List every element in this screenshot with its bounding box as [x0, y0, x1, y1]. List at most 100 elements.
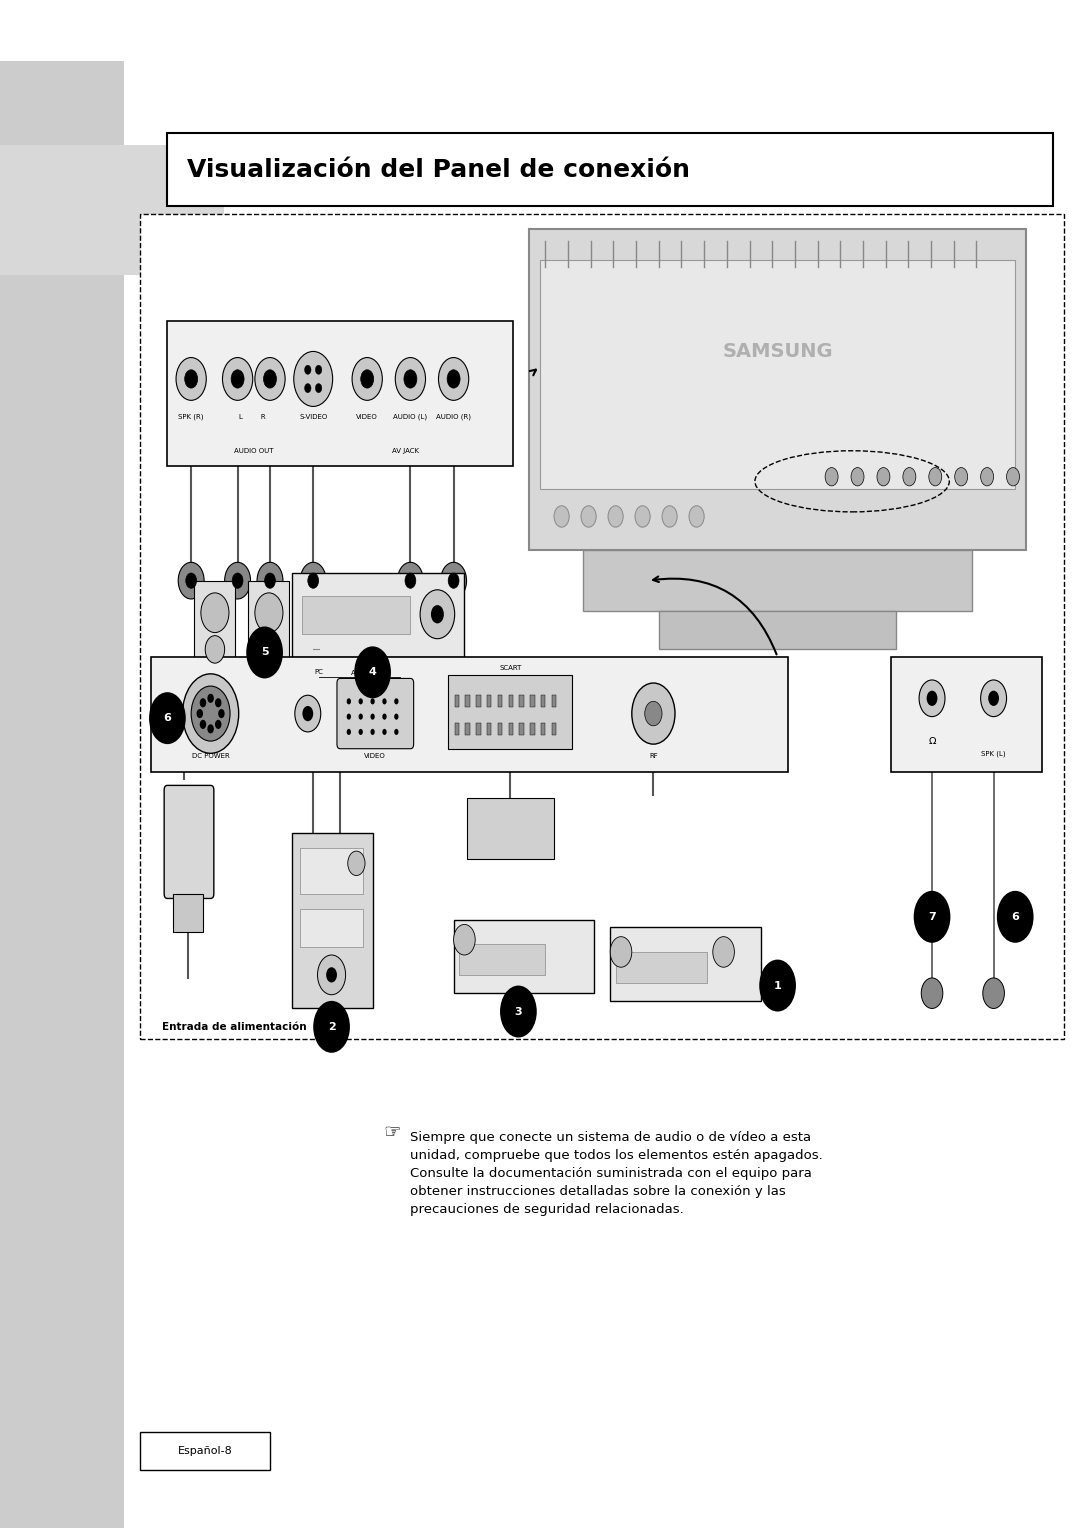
Circle shape [370, 714, 375, 720]
Bar [891, 657, 1042, 772]
Bar [455, 695, 459, 707]
Circle shape [207, 694, 214, 703]
Circle shape [929, 468, 942, 486]
Circle shape [200, 720, 206, 729]
Text: DC POWER: DC POWER [192, 753, 229, 759]
Bar [151, 657, 788, 772]
Bar [448, 675, 572, 749]
Circle shape [352, 358, 382, 400]
Circle shape [431, 605, 444, 623]
Circle shape [185, 370, 198, 388]
Circle shape [264, 370, 276, 388]
Text: 7: 7 [928, 912, 936, 921]
Circle shape [988, 691, 999, 706]
Bar [519, 695, 524, 707]
Circle shape [326, 967, 337, 983]
Bar [300, 909, 363, 947]
Circle shape [200, 698, 206, 707]
Circle shape [255, 358, 285, 400]
Bar [498, 695, 502, 707]
Bar [530, 723, 535, 735]
Circle shape [149, 692, 186, 744]
Text: AUDIO (L): AUDIO (L) [393, 414, 428, 420]
Text: SPK (R): SPK (R) [178, 414, 204, 420]
Circle shape [205, 636, 225, 663]
Circle shape [359, 714, 363, 720]
Text: 6: 6 [163, 714, 172, 723]
Bar [173, 894, 203, 932]
Bar [292, 573, 464, 657]
Circle shape [554, 506, 569, 527]
Circle shape [246, 626, 283, 678]
Bar [300, 848, 363, 894]
Circle shape [215, 698, 221, 707]
Circle shape [382, 714, 387, 720]
Bar [487, 695, 491, 707]
FancyBboxPatch shape [140, 214, 1064, 1039]
Circle shape [955, 468, 968, 486]
Text: SAMSUNG: SAMSUNG [723, 342, 833, 361]
Bar [248, 581, 289, 680]
Text: ☞: ☞ [383, 1123, 401, 1141]
Circle shape [877, 468, 890, 486]
Circle shape [662, 506, 677, 527]
Text: AUDIO (R): AUDIO (R) [436, 414, 471, 420]
Text: Siempre que conecte un sistema de audio o de vídeo a esta
unidad, compruebe que : Siempre que conecte un sistema de audio … [410, 1131, 823, 1216]
Circle shape [851, 468, 864, 486]
Circle shape [207, 724, 214, 733]
Circle shape [305, 365, 311, 374]
Bar [552, 723, 556, 735]
Text: VIDEO: VIDEO [364, 753, 387, 759]
Circle shape [257, 562, 283, 599]
Circle shape [919, 680, 945, 717]
Circle shape [404, 370, 417, 388]
Text: Entrada de alimentación: Entrada de alimentación [162, 1022, 307, 1031]
Bar [530, 695, 535, 707]
Circle shape [689, 506, 704, 527]
Circle shape [914, 891, 950, 943]
Circle shape [581, 506, 596, 527]
Text: Visualización del Panel de conexión: Visualización del Panel de conexión [187, 157, 690, 182]
Circle shape [361, 370, 374, 388]
Text: L        R: L R [240, 414, 266, 420]
Circle shape [302, 706, 313, 721]
Bar [459, 944, 545, 975]
Bar [529, 229, 1026, 550]
Circle shape [394, 698, 399, 704]
Circle shape [347, 714, 351, 720]
Circle shape [448, 573, 459, 588]
Text: 6: 6 [1011, 912, 1020, 921]
Circle shape [201, 593, 229, 633]
Bar [487, 723, 491, 735]
Bar [465, 723, 470, 735]
Circle shape [231, 370, 244, 388]
Circle shape [232, 573, 243, 588]
FancyBboxPatch shape [167, 133, 1053, 206]
Circle shape [347, 698, 351, 704]
Circle shape [447, 370, 460, 388]
Circle shape [225, 562, 251, 599]
Text: PC: PC [314, 669, 323, 675]
Circle shape [255, 593, 283, 633]
Circle shape [438, 358, 469, 400]
Bar [552, 695, 556, 707]
Bar [194, 581, 235, 680]
Circle shape [315, 365, 322, 374]
Text: VIDEO: VIDEO [356, 414, 378, 420]
Bar [468, 798, 554, 859]
Circle shape [315, 384, 322, 393]
Bar [541, 695, 545, 707]
Text: Español-8: Español-8 [178, 1445, 232, 1456]
FancyBboxPatch shape [0, 145, 224, 275]
Circle shape [610, 937, 632, 967]
Circle shape [405, 573, 416, 588]
Circle shape [359, 698, 363, 704]
Bar [610, 927, 761, 1001]
Circle shape [921, 978, 943, 1008]
FancyBboxPatch shape [337, 678, 414, 749]
Text: 1: 1 [773, 981, 782, 990]
Text: AUDIO (ST): AUDIO (ST) [351, 669, 390, 675]
Bar [292, 833, 373, 1008]
Circle shape [1007, 468, 1020, 486]
FancyBboxPatch shape [140, 1432, 270, 1470]
